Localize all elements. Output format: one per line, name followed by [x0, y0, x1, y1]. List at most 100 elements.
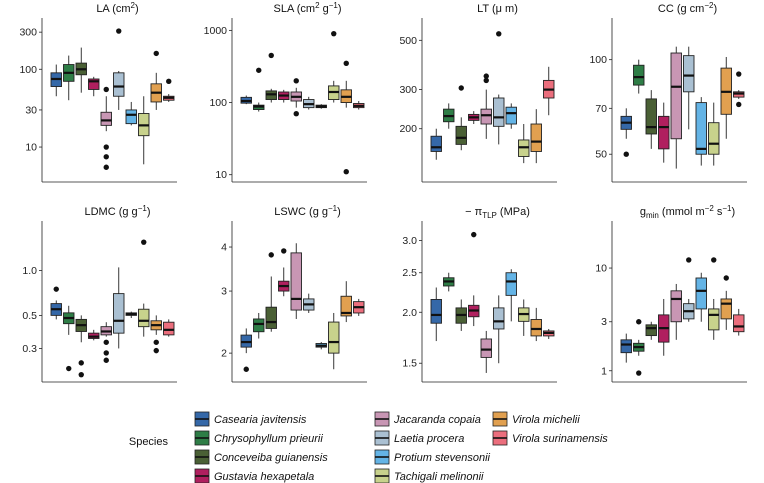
outlier-point: [103, 86, 109, 93]
panel-gmin-mmol-m-2-s-1: gmin (mmol m−2 s−1) 1 3 10: [595, 204, 747, 383]
y-tick-label: 100: [209, 97, 227, 109]
iqr-box: [340, 295, 352, 317]
box-chrysophyllum-prieurii: [443, 272, 455, 292]
box-laetia-procera: [683, 46, 695, 130]
iqr-box: [480, 108, 492, 125]
box-virola-surinamensis: [163, 319, 175, 337]
outlier-point: [103, 350, 109, 356]
box-casearia-javitensis: [240, 328, 252, 372]
box-conceveiba-guianensis: [265, 52, 277, 103]
outlier-point: [623, 151, 629, 157]
iqr-box: [620, 339, 632, 354]
panel-title-part: s: [714, 206, 723, 218]
box-virola-michelii: [530, 307, 542, 342]
legend-item-virola-michelii: Virola michelii: [492, 411, 580, 427]
box-chrysophyllum-prieurii: [253, 312, 265, 339]
panel-title-part: g: [320, 3, 329, 15]
box-gustavia-hexapetala: [88, 329, 100, 341]
y-tick-label: 300: [19, 27, 37, 39]
box-casearia-javitensis: [50, 286, 62, 320]
box-laetia-procera: [113, 267, 125, 349]
box-tachigali-melinonii: [518, 124, 530, 164]
box-conceveiba-guianensis: [645, 321, 657, 340]
legend-item-gustavia-hexapetala: Gustavia hexapetala: [194, 468, 314, 483]
legend-item-chrysophyllum-prieurii: Chrysophyllum prieurii: [194, 430, 323, 446]
outlier-point: [331, 30, 337, 37]
box-virola-surinamensis: [163, 78, 175, 102]
panel-la-cm2: LA (cm2) 10 30 100 300: [19, 1, 177, 183]
legend-label: Jacaranda copaia: [393, 414, 481, 426]
box-jacaranda-copaia: [100, 322, 112, 363]
box-gustavia-hexapetala: [468, 231, 480, 327]
outlier-point: [153, 347, 159, 354]
y-tick-label: 100: [19, 64, 37, 76]
panel-title: − πTLP (MPa): [465, 206, 530, 220]
panel-ldmc-g-g-1: LDMC (g g−1) 0.3 0.5 1.0: [22, 204, 177, 383]
legend-label: Chrysophyllum prieurii: [214, 433, 323, 445]
outlier-point: [153, 50, 159, 57]
box-tachigali-melinonii: [328, 312, 340, 370]
panel-cc-g-cm-2: CC (g cm−2) 50 70 100: [589, 1, 747, 183]
box-conceveiba-guianensis: [75, 315, 87, 378]
y-tick-label: 50: [595, 149, 607, 161]
outlier-point: [343, 60, 349, 66]
box-virola-surinamensis: [543, 66, 555, 116]
iqr-box: [695, 277, 707, 310]
iqr-box: [645, 98, 657, 135]
outlier-point: [256, 67, 262, 73]
panel-title: LT (μ m): [477, 3, 518, 15]
box-virola-michelii: [720, 275, 732, 330]
y-tick-label: 300: [399, 84, 417, 96]
iqr-box: [505, 272, 517, 296]
iqr-box: [290, 252, 302, 311]
y-tick-label: 200: [399, 123, 417, 135]
iqr-box: [658, 115, 670, 150]
panel-title-part: ): [147, 206, 151, 218]
outlier-point: [166, 78, 172, 85]
box-virola-surinamensis: [733, 308, 745, 336]
iqr-box: [480, 338, 492, 358]
iqr-box: [493, 307, 505, 330]
panel-title-part: − π: [465, 206, 482, 218]
iqr-box: [113, 293, 125, 334]
box-protium-stevensonii: [695, 97, 707, 166]
legend: Species Casearia javitensis Chrysophyllum …: [129, 411, 608, 483]
outlier-point: [483, 77, 489, 84]
box-conceveiba-guianensis: [265, 252, 277, 332]
box-gustavia-hexapetala: [468, 111, 480, 125]
outlier-point: [343, 169, 349, 175]
panel-tlp-mpa: − πTLP (MPa) 1.5 2.0 2.5 3.0: [402, 206, 557, 383]
box-jacaranda-copaia: [100, 86, 112, 170]
box-tachigali-melinonii: [518, 299, 530, 336]
box-chrysophyllum-prieurii: [63, 55, 75, 101]
box-protium-stevensonii: [125, 311, 137, 319]
y-tick-label: 30: [25, 104, 37, 116]
panel-title-part: SLA (cm: [273, 3, 315, 15]
panel-title-part: (mmol m: [659, 206, 705, 218]
outlier-point: [723, 275, 729, 281]
outlier-point: [103, 164, 109, 170]
box-chrysophyllum-prieurii: [633, 59, 645, 94]
y-tick-label: 3.0: [402, 235, 417, 247]
box-conceveiba-guianensis: [75, 47, 87, 93]
legend-item-protium-stevensonii: Protium stevensonii: [374, 449, 491, 465]
box-jacaranda-copaia: [670, 283, 682, 340]
iqr-box: [163, 321, 175, 336]
box-casearia-javitensis: [50, 64, 62, 97]
iqr-box: [633, 64, 645, 86]
outlier-point: [103, 154, 109, 160]
outlier-point: [153, 339, 159, 345]
panel-title-part: −2: [705, 204, 715, 213]
outlier-point: [243, 366, 249, 372]
box-laetia-procera: [493, 31, 505, 145]
box-casearia-javitensis: [620, 108, 632, 157]
panel-title-part: min: [646, 211, 659, 220]
box-laetia-procera: [493, 295, 505, 364]
outlier-point: [636, 319, 642, 325]
panel-lswc-g-g-1: LSWC (g g−1) 2 3 4: [221, 204, 367, 383]
y-tick-label: 3: [221, 286, 227, 298]
iqr-box: [430, 299, 442, 324]
y-tick-label: 3: [601, 316, 607, 328]
box-protium-stevensonii: [315, 104, 327, 109]
